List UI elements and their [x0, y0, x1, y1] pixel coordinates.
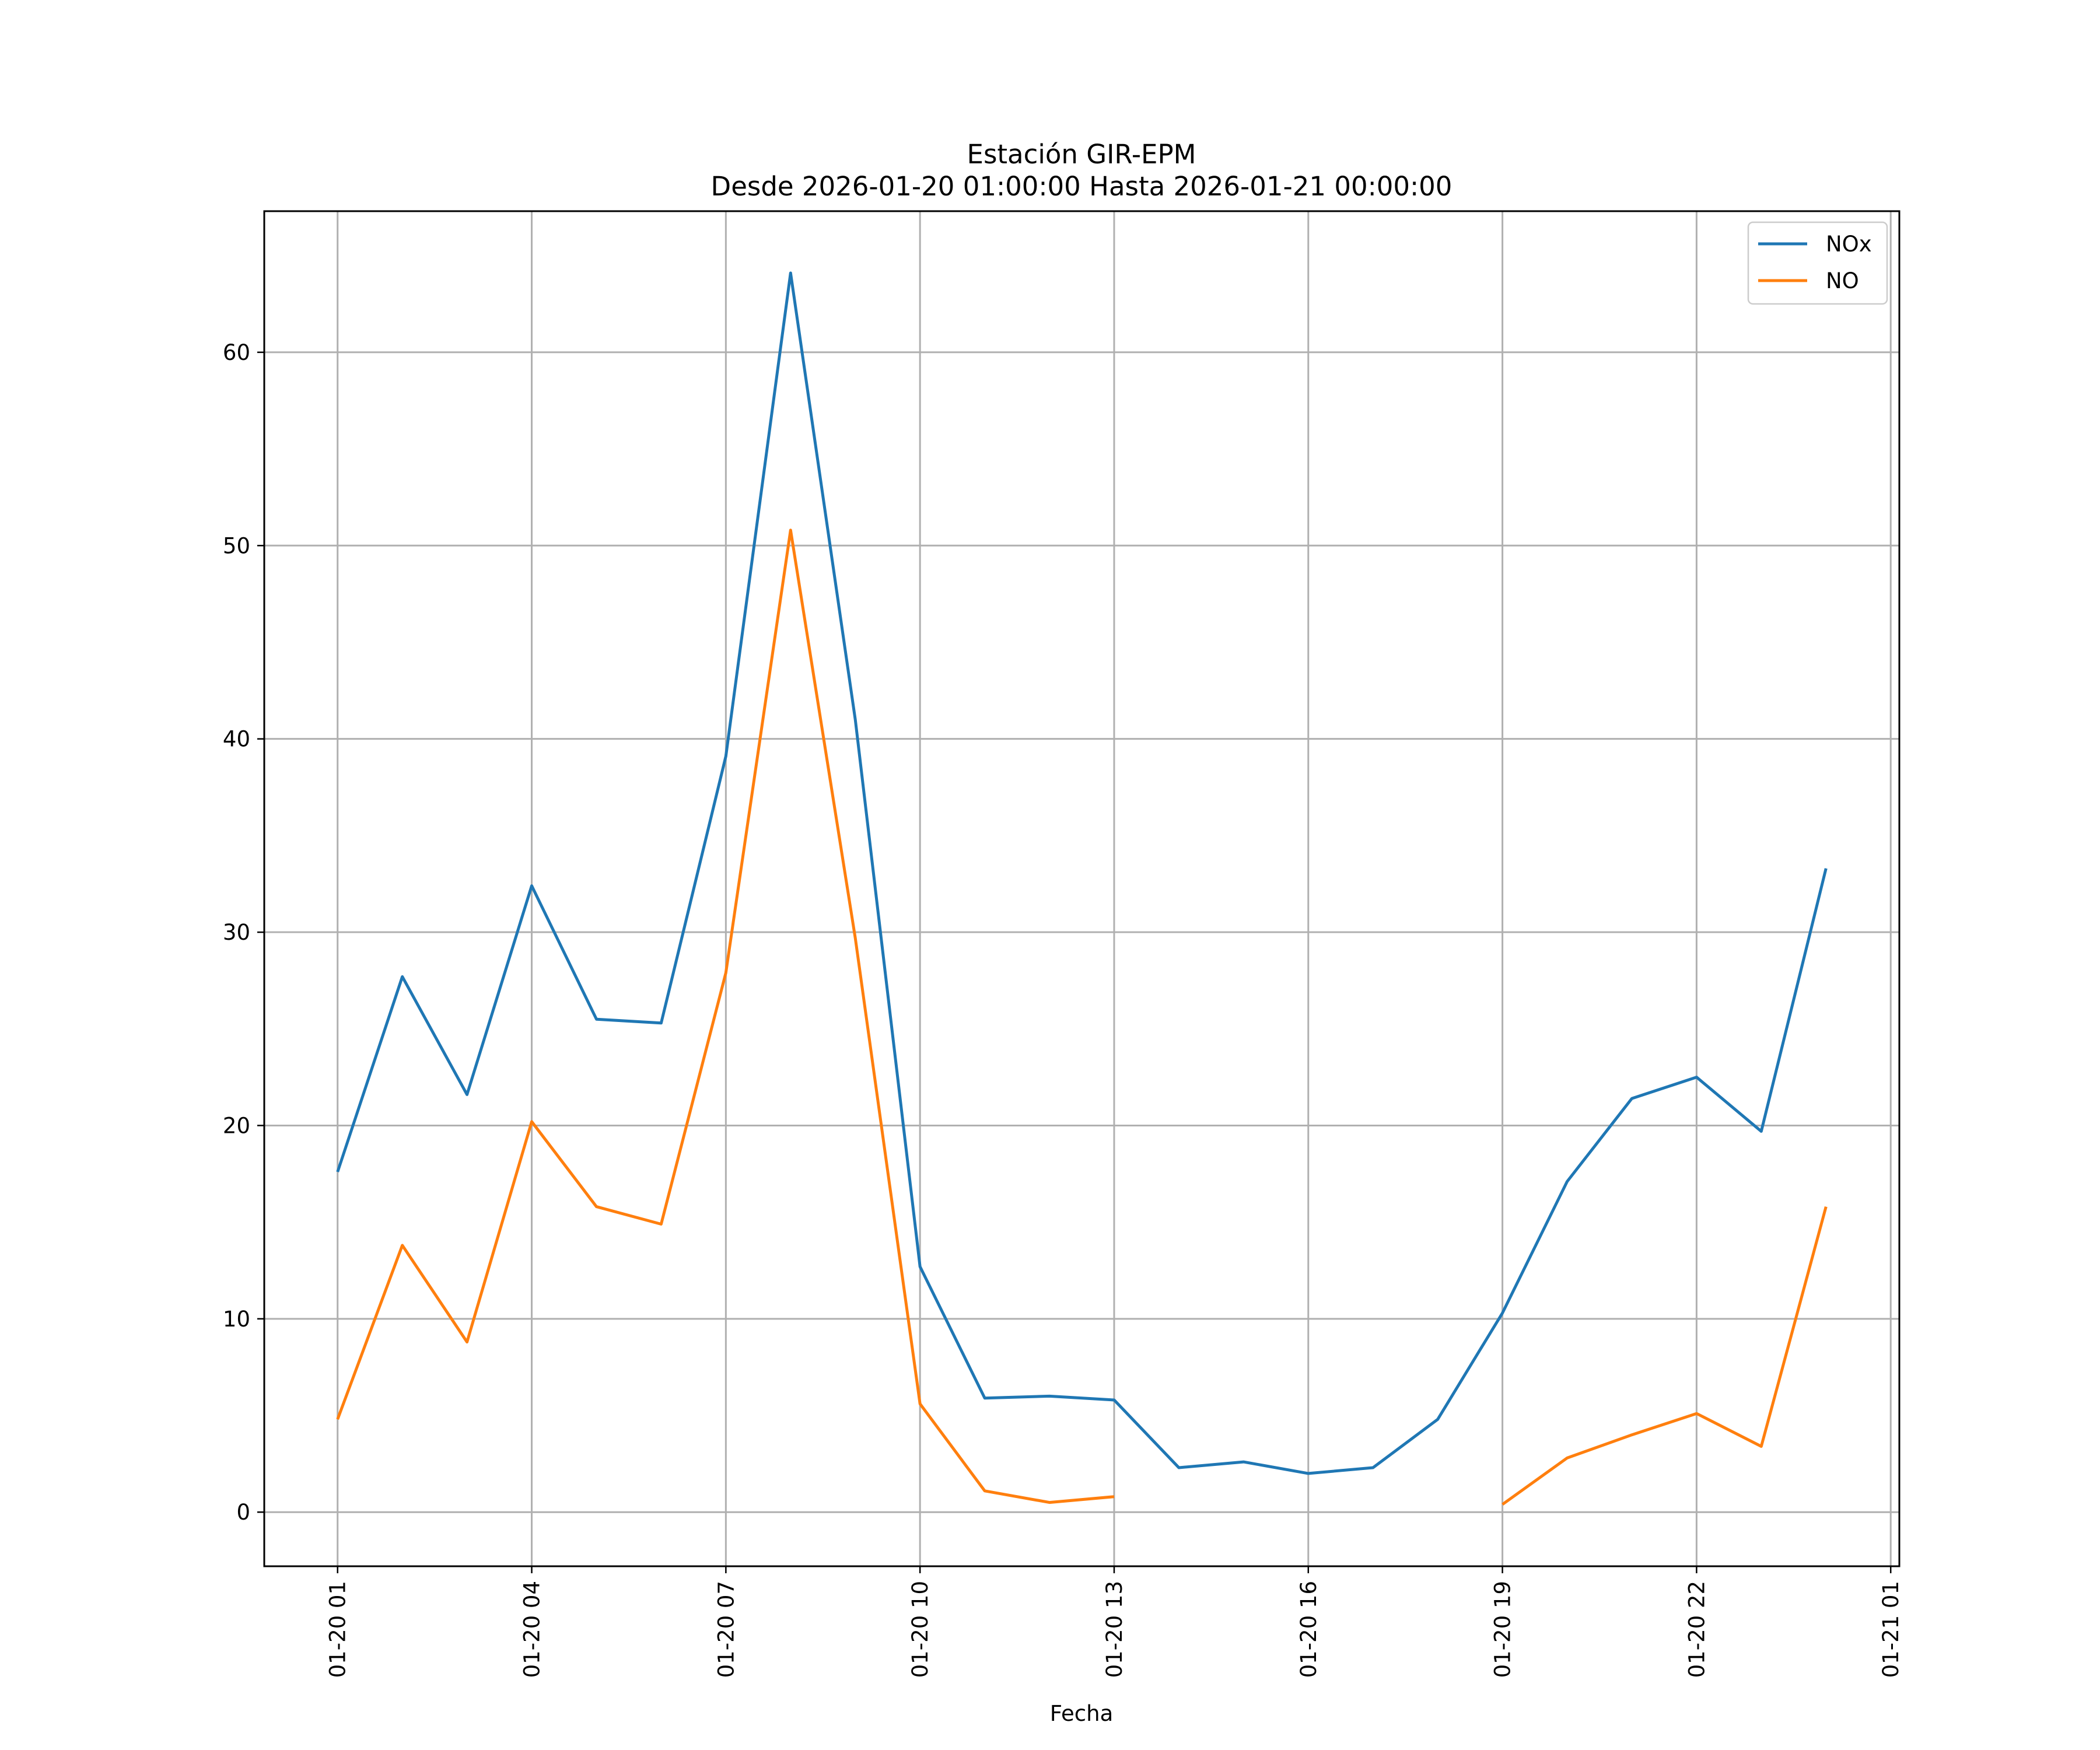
x-tick-label: 01-20 13	[1102, 1581, 1127, 1678]
y-tick-label: 10	[223, 1307, 250, 1332]
legend-label-no: NO	[1826, 268, 1859, 293]
chart-subtitle: Desde 2026-01-20 01:00:00 Hasta 2026-01-…	[711, 171, 1452, 202]
x-tick-label: 01-20 01	[326, 1581, 351, 1678]
y-tick-label: 60	[223, 340, 250, 365]
x-tick-label: 01-20 16	[1296, 1581, 1321, 1678]
x-tick-label: 01-21 01	[1878, 1581, 1903, 1678]
x-axis-label: Fecha	[1050, 1701, 1114, 1726]
x-tick-label: 01-20 04	[520, 1581, 545, 1678]
legend-label-nox: NOx	[1826, 232, 1872, 257]
x-axis-ticks: 01-20 01 01-20 04 01-20 07 01-20 10 01-20 13…	[326, 1566, 1903, 1678]
y-tick-label: 30	[223, 920, 250, 945]
chart-title: Estación GIR-EPM	[967, 139, 1196, 170]
grid-lines	[264, 211, 1899, 1566]
series-lines	[336, 271, 1828, 1506]
legend: NOx NO	[1747, 221, 1888, 305]
plot-frame	[263, 210, 1901, 1567]
y-tick-label: 50	[223, 533, 250, 558]
x-tick-label: 01-20 07	[713, 1581, 738, 1678]
series-line-nox	[336, 271, 1828, 1475]
y-tick-label: 40	[223, 727, 250, 752]
y-tick-label: 0	[236, 1500, 250, 1525]
y-tick-label: 20	[223, 1113, 250, 1138]
series-line-no	[336, 528, 1115, 1504]
x-tick-label: 01-20 10	[908, 1581, 933, 1678]
y-axis-ticks: 0 10 20 30 40 50 60	[223, 340, 264, 1525]
x-tick-label: 01-20 19	[1490, 1581, 1516, 1678]
series-line-no	[1502, 1206, 1828, 1506]
x-tick-label: 01-20 22	[1684, 1581, 1709, 1678]
